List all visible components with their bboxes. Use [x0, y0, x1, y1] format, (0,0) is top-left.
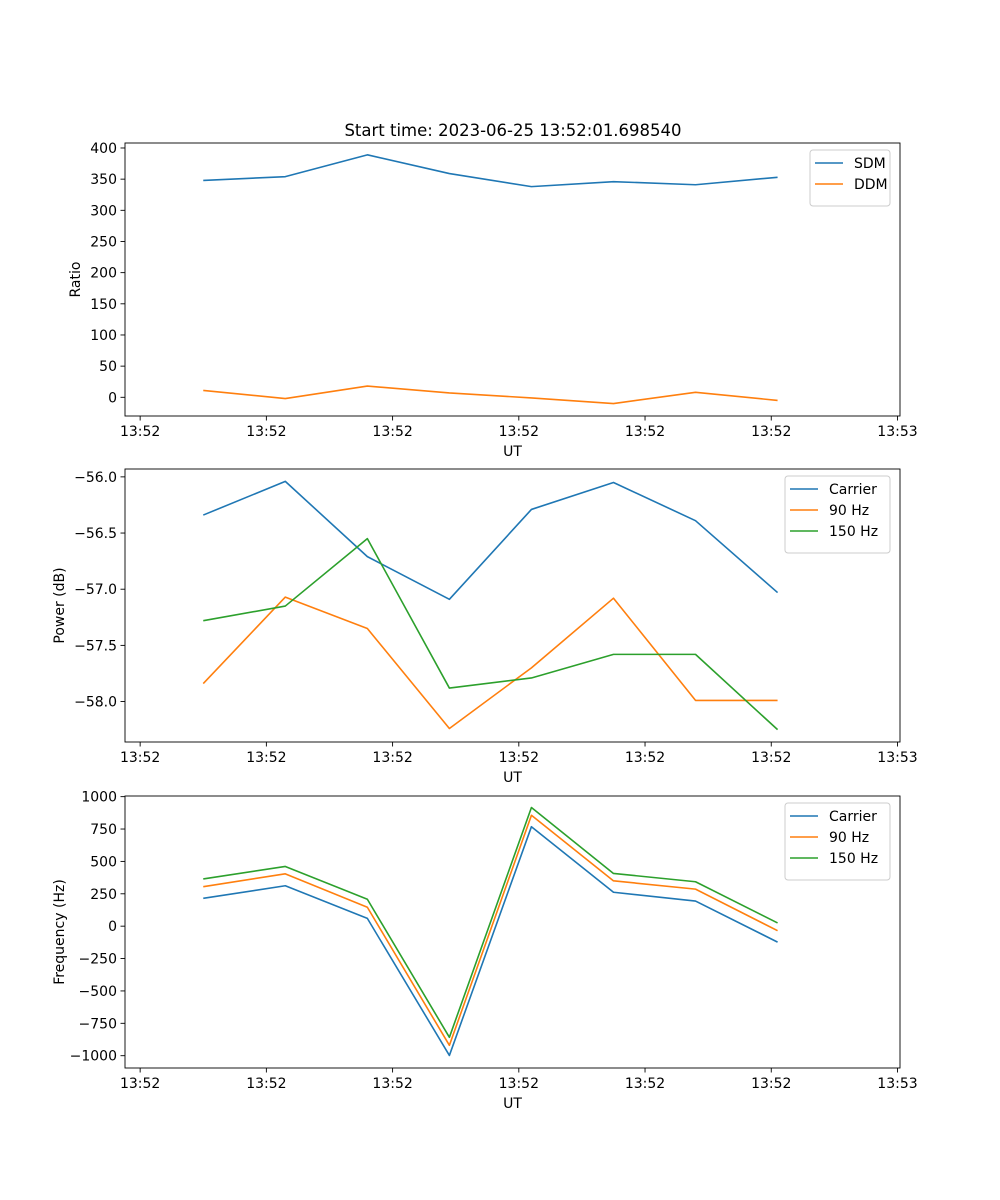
x-axis-label: UT	[503, 1096, 522, 1112]
x-tick-label: 13:52	[751, 424, 791, 440]
x-tick-label: 13:52	[246, 424, 286, 440]
chart-panel-3: 13:52 13:52 13:52 13:52 13:52 13:52 13:53 −1000…	[52, 790, 918, 1112]
y-tick-label: −57.0	[74, 582, 117, 598]
legend-label: Carrier	[829, 482, 877, 498]
series-line-carrier	[203, 825, 778, 1057]
y-tick-label: 750	[90, 822, 117, 838]
legend-box	[809, 149, 891, 207]
series-line-90-hz	[202, 596, 778, 730]
y-tick-label: 300	[90, 203, 117, 219]
x-tick-label: 13:52	[372, 750, 412, 766]
y-tick-label: −1000	[70, 1049, 117, 1065]
x-tick-label: 13:52	[625, 1076, 665, 1092]
y-tick-label: −250	[79, 952, 117, 968]
legend-box	[784, 802, 891, 881]
x-tick-label: 13:53	[877, 750, 917, 766]
y-axis-label: Frequency (Hz)	[52, 879, 68, 985]
x-tick-label: 13:52	[372, 424, 412, 440]
y-tick-label: −56.0	[74, 470, 117, 486]
x-tick-label: 13:52	[499, 424, 539, 440]
y-tick-label: −56.5	[74, 526, 117, 542]
y-tick-label: −750	[79, 1016, 117, 1032]
y-tick-label: −500	[79, 984, 117, 1000]
legend-label: 90 Hz	[829, 830, 869, 846]
x-tick-label: 13:52	[499, 750, 539, 766]
series-line-carrier	[202, 480, 779, 601]
series-line-150-hz	[203, 806, 778, 1039]
x-tick-label: 13:52	[120, 750, 160, 766]
chart-panel-1: 13:52 13:52 13:52 13:52 13:52 13:52 13:53 0 50 10…	[68, 141, 918, 460]
x-tick-label: 13:52	[625, 424, 665, 440]
y-tick-label: 0	[108, 390, 117, 406]
y-tick-label: −57.5	[74, 638, 117, 654]
x-tick-label: 13:52	[372, 1076, 412, 1092]
x-tick-label: 13:52	[625, 750, 665, 766]
x-axis-label: UT	[503, 770, 522, 786]
legend-box	[784, 475, 891, 554]
series-line-90-hz	[203, 814, 778, 1047]
legend-label: 150 Hz	[829, 851, 878, 867]
axes-frame	[124, 468, 901, 743]
y-tick-label: 350	[90, 172, 117, 188]
y-tick-label: 1000	[81, 790, 117, 806]
x-tick-label: 13:52	[246, 750, 286, 766]
series-line-sdm	[203, 154, 778, 188]
legend-label: DDM	[854, 177, 888, 193]
series-line-ddm	[203, 385, 778, 405]
y-tick-label: 50	[99, 359, 117, 375]
x-tick-label: 13:52	[499, 1076, 539, 1092]
legend: SDM DDM	[809, 149, 891, 207]
x-axis-label: UT	[503, 444, 522, 460]
legend: Carrier 90 Hz 150 Hz	[784, 802, 891, 881]
panels: 13:52 13:52 13:52 13:52 13:52 13:52 13:53 0 50 10…	[52, 141, 918, 1112]
axes-frame	[124, 795, 901, 1069]
axes-frame	[124, 142, 901, 417]
y-axis-label: Ratio	[68, 262, 84, 298]
legend-label: 90 Hz	[829, 503, 869, 519]
series-line-150-hz	[203, 537, 779, 731]
y-tick-label: 200	[90, 266, 117, 282]
y-axis-label: Power (dB)	[52, 567, 68, 643]
y-tick-label: −58.0	[74, 695, 117, 711]
x-tick-label: 13:53	[877, 1076, 917, 1092]
x-tick-label: 13:52	[751, 750, 791, 766]
x-tick-label: 13:52	[120, 424, 160, 440]
y-tick-label: 500	[90, 854, 117, 870]
chart-title: Start time: 2023-06-25 13:52:01.698540	[344, 121, 681, 140]
y-tick-label: 150	[90, 297, 117, 313]
legend-label: SDM	[854, 156, 886, 172]
legend-label: 150 Hz	[829, 524, 878, 540]
y-tick-label: 0	[108, 919, 117, 935]
y-tick-label: 400	[90, 141, 117, 157]
legend: Carrier 90 Hz 150 Hz	[784, 475, 891, 554]
x-tick-label: 13:53	[877, 424, 917, 440]
x-tick-label: 13:52	[246, 1076, 286, 1092]
legend-label: Carrier	[829, 809, 877, 825]
x-tick-label: 13:52	[751, 1076, 791, 1092]
chart-panel-2: 13:52 13:52 13:52 13:52 13:52 13:52 13:53 −58.0…	[52, 468, 918, 786]
y-tick-label: 250	[90, 234, 117, 250]
y-tick-label: 250	[90, 887, 117, 903]
x-tick-label: 13:52	[120, 1076, 160, 1092]
y-tick-label: 100	[90, 328, 117, 344]
